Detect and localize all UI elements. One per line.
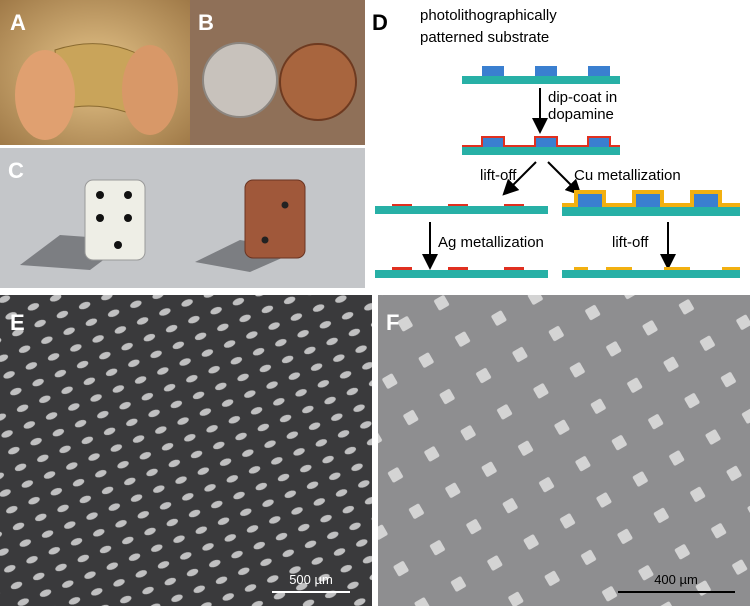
panel-label: B bbox=[198, 10, 214, 35]
step-text: Ag metallization bbox=[438, 234, 544, 251]
panel-label: F bbox=[386, 310, 399, 335]
coin bbox=[279, 43, 357, 121]
die bbox=[244, 179, 306, 259]
step-text: Cu metallization bbox=[574, 167, 681, 184]
panel-c: C bbox=[0, 148, 365, 288]
step-text: lift-off bbox=[612, 234, 649, 251]
scale-label: 400 µm bbox=[654, 572, 698, 587]
panel-f: F 400 µm bbox=[378, 295, 750, 606]
panel-b: B bbox=[190, 0, 365, 145]
panel-label: A bbox=[10, 10, 26, 35]
sem-pattern bbox=[378, 295, 750, 606]
finger bbox=[15, 50, 75, 140]
panel-label: C bbox=[8, 158, 24, 183]
step-text: dopamine bbox=[548, 106, 614, 123]
step-text: lift-off bbox=[480, 167, 517, 184]
panel-d: D photolithographically patterned substr… bbox=[372, 7, 740, 278]
die bbox=[84, 179, 146, 261]
sem-pattern bbox=[0, 295, 372, 606]
diagram-title: photolithographically bbox=[420, 7, 557, 24]
panel-a: A bbox=[0, 0, 190, 145]
panel-e: E 500 µm bbox=[0, 295, 372, 606]
coin bbox=[202, 42, 278, 118]
finger bbox=[122, 45, 178, 135]
step-text: dip-coat in bbox=[548, 89, 617, 106]
diagram-title: patterned substrate bbox=[420, 29, 549, 46]
panel-label: D bbox=[372, 10, 388, 35]
panel-label: E bbox=[10, 310, 25, 335]
scale-label: 500 µm bbox=[289, 572, 333, 587]
